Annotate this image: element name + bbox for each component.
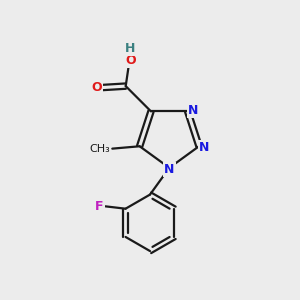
Text: O: O (125, 54, 136, 67)
Text: N: N (188, 104, 198, 117)
Text: CH₃: CH₃ (89, 144, 110, 154)
Text: H: H (125, 43, 135, 56)
Text: N: N (199, 141, 209, 154)
Text: N: N (164, 163, 175, 176)
Text: F: F (95, 200, 103, 213)
Text: O: O (91, 81, 102, 94)
